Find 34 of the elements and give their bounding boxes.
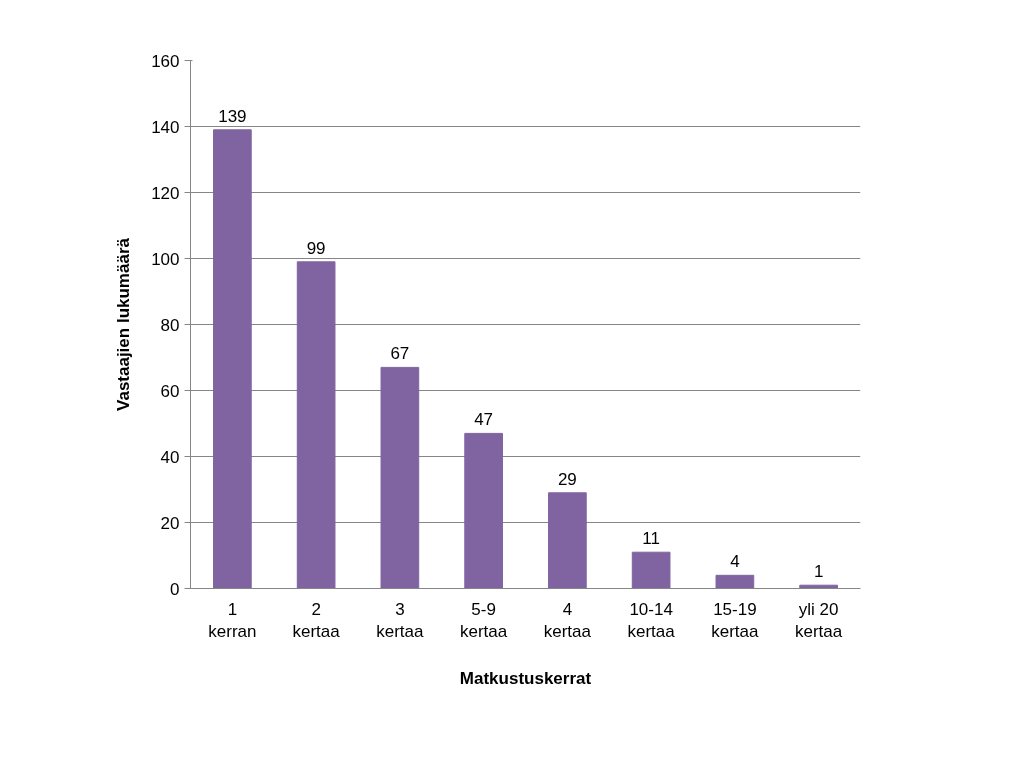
y-tick-label: 0	[170, 579, 180, 599]
y-tick-label: 160	[151, 51, 180, 71]
x-tick-label: 1 kerran	[208, 599, 257, 642]
bar	[631, 551, 671, 589]
x-tick-label: 2 kertaa	[292, 599, 341, 642]
data-label: 29	[557, 469, 577, 489]
y-axis-title: Vastaajien lukumäärä	[114, 237, 134, 411]
x-tick-label: yli 20 kertaa	[795, 599, 843, 642]
y-tick-label: 100	[151, 249, 180, 269]
x-tick-label: 4 kertaa	[543, 599, 592, 642]
y-tick-label: 40	[160, 447, 180, 467]
x-tick-label: 15-19 kertaa	[711, 599, 760, 642]
data-label: 4	[730, 552, 740, 572]
bar	[464, 432, 503, 589]
x-axis-title: Matkustuskerrat	[459, 669, 592, 689]
y-tick-label: 20	[160, 513, 180, 533]
x-tick-label: 5-9 kertaa	[460, 599, 508, 642]
data-label: 139	[218, 106, 247, 126]
data-label: 99	[306, 238, 326, 258]
data-label: 1	[813, 562, 824, 582]
bar	[296, 261, 336, 589]
bar	[213, 129, 252, 589]
bar	[715, 574, 755, 589]
x-tick-label: 3 kertaa	[376, 599, 425, 642]
y-tick-label: 60	[160, 381, 180, 401]
bar	[548, 492, 587, 589]
data-label: 11	[642, 529, 660, 549]
y-tick-label: 80	[160, 315, 180, 335]
data-label: 47	[474, 410, 494, 430]
y-tick-label: 120	[151, 183, 180, 203]
y-tick-label: 140	[151, 117, 180, 137]
bar	[380, 366, 420, 589]
x-tick-label: 10-14 kertaa	[627, 599, 676, 642]
data-label: 67	[390, 344, 410, 364]
